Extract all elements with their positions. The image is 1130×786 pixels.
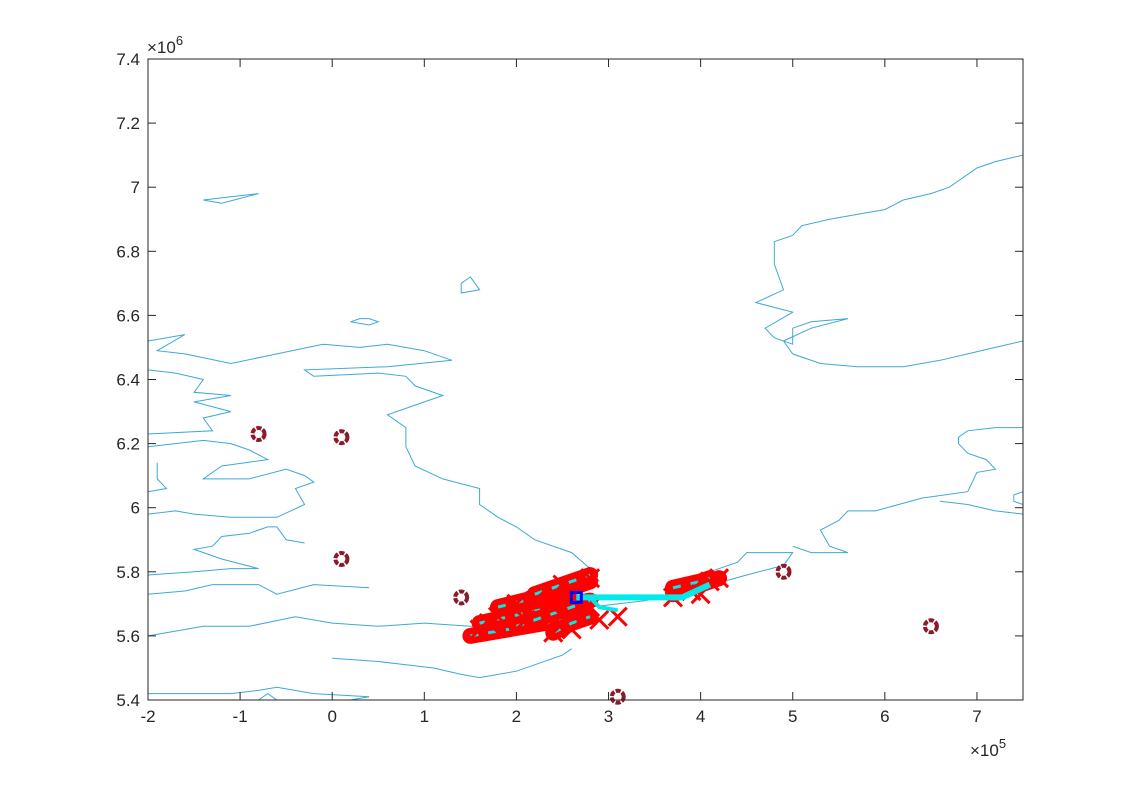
cross-marker-6 xyxy=(478,613,499,634)
y-tick-label-9: 7.2 xyxy=(116,114,140,133)
coastline-14 xyxy=(754,154,1023,368)
dense-trail-track-5 xyxy=(552,615,591,635)
station-marker-6 xyxy=(609,688,626,705)
x-tick-label-2: 0 xyxy=(327,707,336,726)
track-layer xyxy=(576,581,712,613)
coastline-9 xyxy=(258,692,278,700)
y-tick-label-6: 6.6 xyxy=(116,306,140,325)
coastline-10 xyxy=(350,696,370,700)
cross-marker-5 xyxy=(580,568,601,589)
cross-marker-14 xyxy=(589,609,610,630)
x-tick-label-7: 5 xyxy=(788,707,797,726)
x-axis: -2 -1 0 1 2 3 4 5 6 7 xyxy=(140,59,982,726)
coastline-8 xyxy=(332,648,572,679)
y-exponent-base: ×10 xyxy=(147,38,176,57)
coastline-13 xyxy=(940,500,1023,515)
station-marker-5 xyxy=(922,618,939,635)
coastline-17 xyxy=(350,318,380,326)
y-tick-label-3: 6 xyxy=(131,499,140,518)
coastline-11 xyxy=(1013,491,1023,505)
cross-marker-7 xyxy=(515,609,536,630)
coastline-15 xyxy=(203,193,259,204)
coastline-1 xyxy=(148,369,232,435)
origin-marker-layer xyxy=(569,590,583,604)
cross-marker-4 xyxy=(552,574,573,595)
y-tick-label-8: 7 xyxy=(131,178,140,197)
cross-marker-10 xyxy=(543,622,564,643)
plot-area xyxy=(148,59,1023,700)
x-tick-label-4: 2 xyxy=(512,707,521,726)
x-exponent-power: 5 xyxy=(999,736,1006,751)
x-tick-label-8: 6 xyxy=(880,707,889,726)
x-tick-label-0: -2 xyxy=(140,707,155,726)
coastline-7 xyxy=(148,686,370,698)
dense-trail-track-3 xyxy=(534,573,591,596)
cross-marker-layer xyxy=(469,568,730,643)
y-tick-label-1: 5.6 xyxy=(116,627,140,646)
y-tick-label-7: 6.8 xyxy=(116,242,140,261)
cross-marker-18 xyxy=(708,568,730,589)
cross-marker-0 xyxy=(469,619,490,640)
cross-marker-8 xyxy=(543,596,564,618)
dense-trail-track-4 xyxy=(515,602,582,628)
y-exponent-power: 6 xyxy=(176,33,183,48)
x-tick-label-6: 4 xyxy=(696,707,705,726)
cross-marker-2 xyxy=(506,593,527,614)
coastline-16 xyxy=(460,276,481,294)
cross-marker-3 xyxy=(524,590,545,611)
y-axis: 5.4 5.6 5.8 6 6.2 6.4 6.6 6.8 7 7.2 7.4 xyxy=(116,50,1023,710)
x-exponent-base: ×10 xyxy=(970,741,999,760)
station-marker-3 xyxy=(453,589,470,606)
cross-marker-1 xyxy=(487,606,509,627)
coastline-3 xyxy=(148,439,315,518)
y-tick-label-5: 6.4 xyxy=(116,371,140,390)
coastline-4 xyxy=(148,526,305,576)
x-tick-label-5: 3 xyxy=(604,707,613,726)
coastline-12 xyxy=(792,427,1023,554)
y-tick-label-0: 5.4 xyxy=(116,691,140,710)
station-marker-0 xyxy=(250,425,267,442)
y-tick-label-2: 5.8 xyxy=(116,563,140,582)
station-marker-1 xyxy=(333,429,350,446)
y-tick-label-10: 7.4 xyxy=(116,50,140,69)
station-marker-2 xyxy=(333,550,350,567)
station-marker-4 xyxy=(775,563,792,580)
coastline-2 xyxy=(148,462,168,493)
y-tick-label-4: 6.2 xyxy=(116,435,140,454)
origin-marker xyxy=(569,590,583,604)
coastline-5 xyxy=(148,584,370,595)
x-exponent-label: ×105 xyxy=(970,736,1006,760)
coastline-0 xyxy=(148,334,600,582)
track-branch xyxy=(588,596,619,613)
cross-marker-11 xyxy=(561,619,582,640)
x-tick-label-1: -1 xyxy=(233,707,248,726)
y-exponent-label: ×106 xyxy=(147,33,183,57)
x-tick-label-9: 7 xyxy=(972,707,981,726)
x-tick-label-3: 1 xyxy=(420,707,429,726)
